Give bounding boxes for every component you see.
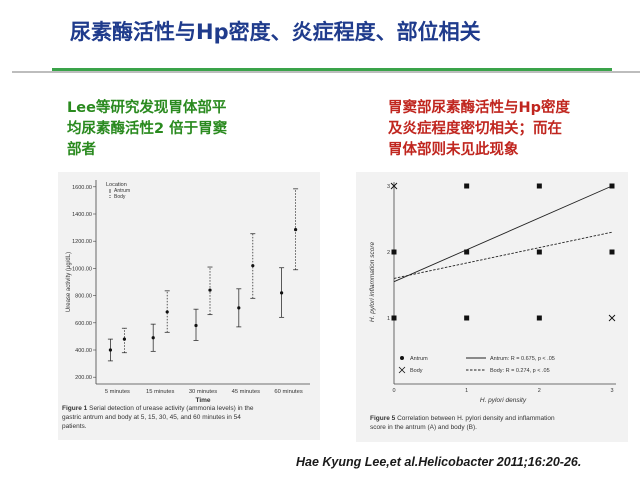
figure5-y-tick-label: 2	[387, 250, 390, 256]
figure1-y-tick-label: 1000.00	[72, 266, 92, 272]
figure1-mean-point	[165, 310, 169, 314]
figure5-point-antrum	[464, 249, 470, 255]
citation: Hae Kyung Lee,et al.Helicobacter 2011;16…	[296, 455, 582, 469]
figure1-mean-point	[294, 228, 298, 232]
figure5-legend-label: Body	[410, 368, 423, 374]
figure1-y-tick-label: 1400.00	[72, 212, 92, 218]
figure5-point-body	[390, 182, 398, 190]
figure1-x-tick-label: 15 minutes	[146, 389, 174, 395]
figure1-caption-label: Figure 1	[62, 405, 88, 412]
figure1-caption-line: Serial detection of urease activity (amm…	[89, 405, 254, 412]
figure5-x-tick-label: 3	[610, 388, 613, 394]
figure1-mean-point	[251, 264, 255, 268]
figure1-y-tick-label: 600.00	[75, 321, 92, 327]
figure5-legend-fit-label: Body: R = 0.274, p < .05	[490, 368, 550, 374]
figure5-caption: Figure 5 Correlation between H. pylori d…	[370, 414, 626, 432]
figure1-x-tick-label: 45 minutes	[232, 389, 260, 395]
figure5-fit-line	[393, 231, 613, 279]
figure5-y-tick-label: 1	[387, 316, 390, 322]
left-note-line: Lee等研究发现胃体部平	[67, 100, 227, 116]
figure5-panel: 1 2 3 0 1 2 3 H. pylori inflammation score H. py…	[356, 172, 628, 442]
figure5-point-antrum	[391, 249, 397, 255]
figure5-point-antrum	[391, 315, 397, 321]
figure5-point-antrum	[464, 183, 470, 189]
figure5-y-tick-label: 3	[387, 184, 390, 190]
figure5-point-antrum	[536, 315, 542, 321]
figure1-mean-point	[237, 306, 241, 310]
right-note-line: 胃窦部尿素酶活性与Hp密度	[388, 100, 571, 116]
figure1-mean-point	[151, 336, 155, 340]
figure5-point-antrum	[536, 183, 542, 189]
figure1-y-tick-label: 400.00	[75, 348, 92, 354]
figure1-chart: 1600.00 1400.00 1200.00 1000.00 800.00 600.00…	[66, 180, 310, 404]
figure5-legend-label: Antrum	[410, 356, 428, 362]
figure5-chart: 1 2 3 0 1 2 3 H. pylori inflammation score H. py…	[369, 182, 616, 404]
right-note-line: 胃体部则未见此现象	[388, 142, 519, 158]
figure1-caption: Figure 1 Serial detection of urease acti…	[62, 404, 318, 431]
slide-title: 尿素酶活性与Hp密度、炎症程度、部位相关	[70, 20, 481, 44]
figure5-caption-line: Correlation between H. pylori density an…	[397, 415, 555, 422]
figure5-point-antrum	[464, 315, 470, 321]
figure5-caption-line: score in the antrum (A) and body (B).	[370, 424, 477, 431]
figure1-mean-point	[108, 348, 112, 352]
figure5-point-antrum	[609, 249, 615, 255]
figure1-y-tick-label: 1600.00	[72, 185, 92, 191]
figure1-x-axis-label: Time	[195, 397, 210, 404]
figure1-mean-point	[280, 291, 284, 295]
right-note-line: 及炎症程度密切相关；而在	[388, 121, 562, 137]
figure1-x-tick-label: 60 minutes	[274, 389, 302, 395]
left-note-line: 部者	[67, 142, 96, 158]
figure1-y-tick-label: 1200.00	[72, 239, 92, 245]
figure1-mean-point	[122, 337, 126, 341]
figure5-x-axis-label: H. pylori density	[480, 397, 527, 404]
figure5-x-tick-label: 2	[538, 388, 541, 394]
figure1-legend-label: Body	[114, 194, 126, 200]
figure1-legend-title: Location	[106, 182, 127, 188]
figure1-y-tick-label: 800.00	[75, 294, 92, 300]
left-note-line: 均尿素酶活性2 倍于胃窦	[67, 121, 228, 137]
title-divider	[12, 68, 640, 74]
figure5-x-tick-label: 0	[392, 388, 395, 394]
left-note: Lee等研究发现胃体部平 均尿素酶活性2 倍于胃窦 部者	[67, 98, 307, 161]
figure5-x-tick-label: 1	[465, 388, 468, 394]
figure1-mean-point	[194, 323, 198, 328]
figure1-mean-point	[208, 288, 212, 292]
divider-green-line	[52, 68, 612, 71]
figure1-y-tick-label: 200.00	[75, 375, 92, 381]
figure5-point-antrum	[609, 183, 615, 189]
figure5-point-body	[608, 314, 616, 322]
figure1-panel: 1600.00 1400.00 1200.00 1000.00 800.00 600.00…	[58, 172, 320, 440]
figure1-x-tick-label: 30 minutes	[189, 389, 217, 395]
figure5-fit-line	[393, 185, 613, 283]
divider-gray-line	[12, 71, 640, 73]
figure1-x-tick-label: 5 minutes	[105, 389, 130, 395]
figure5-legend-marker-antrum	[400, 356, 404, 360]
figure5-legend-fit-label: Antrum: R = 0.675, p < .05	[490, 356, 555, 362]
figure5-legend-marker-body	[398, 366, 406, 374]
figure1-y-axis-label: Urease activity (μg/dL)	[66, 252, 72, 312]
figure1-legend-label: Antrum	[114, 188, 130, 194]
figure5-y-axis-label: H. pylori inflammation score	[369, 242, 376, 323]
figure5-point-antrum	[536, 249, 542, 255]
figure5-caption-label: Figure 5	[370, 415, 396, 422]
figure1-caption-line: patients.	[62, 423, 87, 430]
right-note: 胃窦部尿素酶活性与Hp密度 及炎症程度密切相关；而在 胃体部则未见此现象	[388, 98, 628, 161]
figure1-caption-line: gastric antrum and body at 5, 15, 30, 45…	[62, 414, 241, 421]
